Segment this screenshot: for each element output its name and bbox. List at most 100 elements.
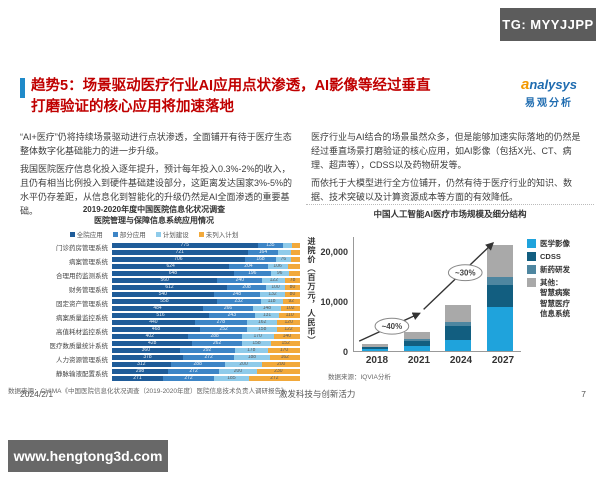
column-segment [487,284,514,308]
bar-segment: 540 [112,292,214,298]
right-chart-source: 数据来源：IQVIA分析 [328,373,391,381]
category-row: 病案质量监控系统 516 243 131 110 440 278 162 120 [8,313,300,326]
bar-segment: 200 [262,362,300,368]
footer-page-number: 7 [581,389,586,399]
legend-item: CDSS [527,252,594,262]
bar-segment: 298 [112,369,169,375]
watermark-bottom-left-text: www.hengtong3d.com [13,448,163,464]
legend-item: 全院应用 [69,229,103,239]
growth-annotation-40-label: ~40% [382,322,402,331]
column-segment [487,307,514,351]
legend-label: 医学影像 [540,238,570,248]
column-segment [487,276,514,285]
category-bar-pair: 612 208 100 80 540 248 132 80 [112,285,300,298]
legend-label: 其他： 智慧病案 智慧医疗 信息系统 [540,278,570,318]
bar-segment: 122 [277,327,300,333]
bar-segment: 440 [112,320,195,326]
bar-segment: 78 [285,278,300,284]
footer-slogan: 激发科技与创新活力 [278,389,356,399]
stacked-bar: 402 288 170 140 [112,334,300,340]
stacked-bar: 560 240 122 78 [112,278,300,284]
category-label: 固定资产管理系统 [56,301,108,309]
left-paragraph-2: 我国医院医疗信息化投入逐年提升，预计每年投入0.3%-2%的收入，且仍有相当比例… [20,163,293,216]
x-axis-label: 2021 [407,354,431,366]
left-text-column: “AI+医疗”仍将持续场景驱动进行点状渗透，全面铺开有待于医疗生态整体数字化基础… [20,131,295,219]
category-bar-pair: 706 168 76 624 204 106 [112,257,300,270]
column-segment [403,331,430,340]
stacked-bar: 271 272 185 272 [112,376,300,382]
bar-segment: 378 [112,355,184,361]
stacked-bar: 706 168 76 [112,257,300,263]
stacked-bar: 428 262 158 152 [112,341,300,347]
right-chart-y-ticks: 20,000 10,000 0 [317,237,353,357]
bar-segment: 164 [247,250,279,256]
stacked-bar: 721 164 [112,250,300,256]
bar-segment: 272 [168,369,220,375]
bar-segment [287,264,300,270]
analysys-logo-chinese: 易观分析 [525,98,573,109]
bar-segment: 132 [260,292,285,298]
left-chart-title: 2019-2020年度中国医院信息化状况调查 医院管理与保障信息系统应用情况 [8,204,300,226]
column-segment [361,349,388,351]
category-label: 合理用药监测系统 [56,273,108,281]
column-segment [445,304,472,323]
analysys-logo: analysys 易观分析 [506,76,592,109]
bar-segment: 721 [112,250,248,256]
analysys-logo-wordmark: analysys [506,76,592,93]
column-segment [445,325,472,340]
bar-segment: 312 [112,362,171,368]
bar-segment: 100 [266,285,285,291]
column-segment [403,339,430,341]
bar-segment [290,257,300,263]
bar-segment: 80 [284,292,300,298]
legend-label: 计划建设 [162,232,189,240]
bar-segment: 288 [187,334,242,340]
bar-segment [290,250,300,256]
stacked-bar: 298 272 200 230 [112,369,300,375]
bar-segment: 162 [269,355,300,361]
bar-segment: 131 [254,313,280,319]
category-row: 财务管理系统 612 208 100 80 540 248 132 80 [8,285,300,298]
bar-segment: 135 [257,243,284,249]
bar-segment: 148 [252,306,281,312]
stacked-column-2018 [361,344,388,351]
column-segment [445,339,472,351]
bar-segment: 252 [199,327,248,333]
bar-segment [283,243,293,249]
legend-item: 医学影像 [527,238,594,249]
legend-item: 部分应用 [112,229,146,239]
bar-segment [288,271,300,277]
x-axis-label: 2027 [491,354,515,366]
stacked-bar: 648 196 96 [112,271,300,277]
category-bar-pair: 558 232 118 92 484 266 148 102 [112,299,300,312]
bar-segment [292,243,300,249]
analysys-logo-a: a [520,76,530,93]
page-title-line1: 趋势5：场景驱动医疗行业AI应用点状渗透，AI影像等经过垂直 [31,78,431,94]
bar-segment: 158 [247,327,278,333]
stacked-bar: 612 208 100 80 [112,285,300,291]
bar-segment: 185 [214,376,249,382]
category-bar-pair: 516 243 131 110 440 278 162 120 [112,313,300,326]
bar-segment: 230 [256,369,300,375]
category-label: 医疗数质量统计系统 [49,343,109,351]
stacked-bar: 484 266 148 102 [112,306,300,312]
bar-segment: 775 [112,243,258,249]
right-chart-y-axis-label: 进院价（百万元，人民币） [307,236,316,345]
bar-segment: 170 [241,334,274,340]
footer-date: 2024/2/1 [20,389,54,399]
bar-segment: 196 [233,271,271,277]
bar-segment: 468 [112,327,200,333]
y-tick-label: 10,000 [320,296,348,307]
bar-segment: 106 [267,264,288,270]
category-label: 病案管理系统 [69,259,108,267]
right-chart-legend: 医学影像 CDSS 新药研发 其他： 智慧病案 智慧医疗 信息系统 [527,238,594,352]
growth-annotation-30-label: ~30% [455,269,475,278]
legend-swatch [112,231,118,237]
bar-segment: 292 [179,348,235,354]
bar-segment: 271 [112,376,163,382]
left-chart-title-line2: 医院管理与保障信息系统应用情况 [94,216,214,226]
category-label: 静脉输液配置系统 [56,371,108,379]
legend-swatch [69,231,75,237]
category-row: 静脉输液配置系统 298 272 200 230 271 272 185 272 [8,369,300,382]
category-label: 人力资源管理系统 [56,357,108,365]
